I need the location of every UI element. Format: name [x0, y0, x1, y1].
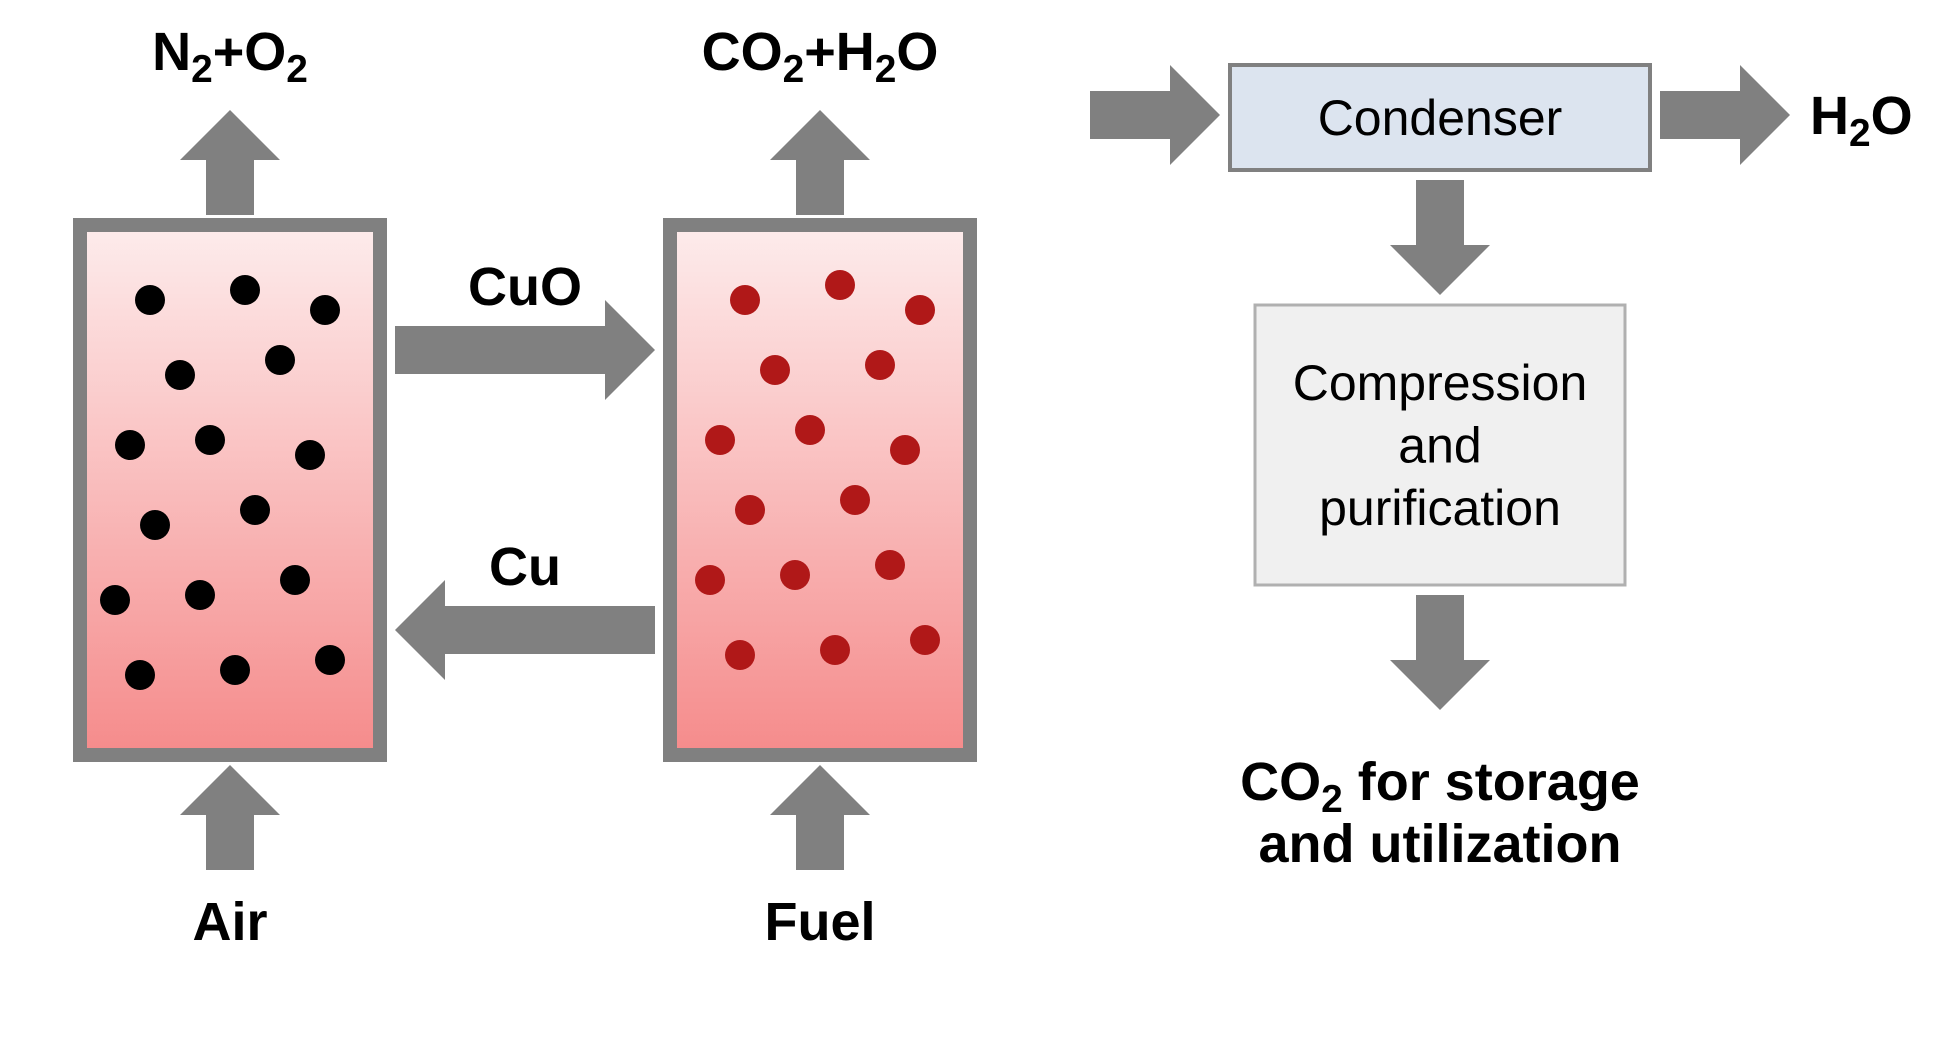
arrow-co2h2o-up: [770, 110, 870, 215]
arrow-compression-down: [1390, 595, 1490, 710]
cu-label: Cu: [489, 537, 561, 597]
particle-dot: [735, 495, 765, 525]
compression-line3: purification: [1319, 480, 1561, 536]
compression-box: Compression and purification: [1255, 305, 1625, 585]
cuo-label: CuO: [468, 257, 582, 317]
arrow-n2o2-up: [180, 110, 280, 215]
particle-dot: [725, 640, 755, 670]
particle-dot: [705, 425, 735, 455]
h2o-label: H2O: [1810, 86, 1913, 155]
particle-dot: [695, 565, 725, 595]
condenser-label: Condenser: [1318, 90, 1563, 146]
particle-dot: [730, 285, 760, 315]
particle-dot: [905, 295, 935, 325]
particle-dot: [795, 415, 825, 445]
fuel-reactor: [670, 225, 970, 755]
particle-dot: [840, 485, 870, 515]
co2-h2o-label: CO2+H2O: [702, 22, 939, 91]
arrow-fuel-in: [770, 765, 870, 870]
particle-dot: [100, 585, 130, 615]
particle-dot: [780, 560, 810, 590]
particle-dot: [195, 425, 225, 455]
particle-dot: [230, 275, 260, 305]
arrow-condenser-down: [1390, 180, 1490, 295]
co2-storage-line2: and utilization: [1259, 814, 1622, 874]
particle-dot: [140, 510, 170, 540]
particle-dot: [240, 495, 270, 525]
particle-dot: [125, 660, 155, 690]
particle-dot: [185, 580, 215, 610]
arrow-air-in: [180, 765, 280, 870]
particle-dot: [760, 355, 790, 385]
fuel-label: Fuel: [764, 892, 875, 952]
particle-dot: [115, 430, 145, 460]
particle-dot: [135, 285, 165, 315]
particle-dot: [280, 565, 310, 595]
compression-line1: Compression: [1293, 355, 1588, 411]
condenser-box: Condenser: [1230, 65, 1650, 170]
particle-dot: [220, 655, 250, 685]
particle-dot: [315, 645, 345, 675]
particle-dot: [825, 270, 855, 300]
particle-dot: [295, 440, 325, 470]
air-label: Air: [192, 892, 267, 952]
co2-storage-line1: CO2 for storage: [1240, 752, 1640, 821]
particle-dot: [265, 345, 295, 375]
particle-dot: [910, 625, 940, 655]
particle-dot: [310, 295, 340, 325]
compression-line2: and: [1398, 418, 1481, 474]
particle-dot: [165, 360, 195, 390]
particle-dot: [820, 635, 850, 665]
particle-dot: [890, 435, 920, 465]
arrow-to-h2o: [1660, 65, 1790, 165]
air-reactor: [80, 225, 380, 755]
particle-dot: [865, 350, 895, 380]
n2-o2-label: N2+O2: [152, 22, 308, 91]
particle-dot: [875, 550, 905, 580]
arrow-to-condenser: [1090, 65, 1220, 165]
